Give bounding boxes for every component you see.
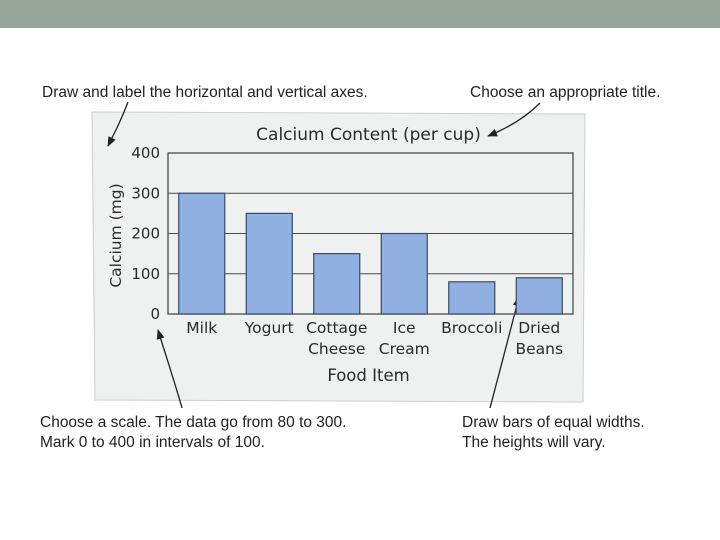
y-tick-label: 400 (131, 144, 160, 162)
bar (515, 277, 563, 315)
x-category-label: Broccoli (441, 319, 502, 337)
y-tick-label: 0 (150, 305, 160, 323)
chart-title: Calcium Content (per cup) (256, 125, 481, 145)
bar (313, 253, 361, 315)
scale-instruction-note-line1: Choose a scale. The data go from 80 to 3… (40, 414, 347, 431)
x-category-label: Beans (515, 340, 563, 358)
bars-pointer-arrow (489, 296, 521, 409)
bar (380, 232, 428, 315)
x-category-label: Ice (393, 319, 416, 337)
y-tick-label: 100 (131, 265, 160, 283)
axes-pointer-arrow (107, 101, 129, 147)
scale-pointer-arrow (156, 329, 183, 409)
scale-instruction-note-line2: Mark 0 to 400 in intervals of 100. (40, 434, 265, 451)
x-category-label: Yogurt (244, 319, 294, 337)
title-pointer-arrow (487, 102, 541, 137)
slide-header-band (0, 0, 720, 28)
y-tick-label: 200 (131, 225, 160, 243)
title-instruction-note: Choose an appropriate title. (470, 84, 661, 101)
x-category-label: Cottage (306, 319, 367, 337)
y-axis-title: Calcium (mg) (107, 183, 125, 287)
axes-instruction-note: Draw and label the horizontal and vertic… (42, 84, 368, 101)
x-category-label: Cream (379, 340, 430, 358)
bar (448, 281, 496, 315)
x-category-label: Cheese (308, 340, 365, 358)
x-axis-title: Food Item (327, 366, 409, 385)
bar (245, 212, 293, 315)
x-category-label: Milk (186, 319, 217, 337)
bar (178, 192, 226, 315)
y-tick-label: 300 (131, 184, 160, 202)
x-category-label: Dried (518, 319, 560, 337)
bars-instruction-note-line2: The heights will vary. (462, 434, 606, 451)
bars-instruction-note-line1: Draw bars of equal widths. (462, 414, 645, 431)
